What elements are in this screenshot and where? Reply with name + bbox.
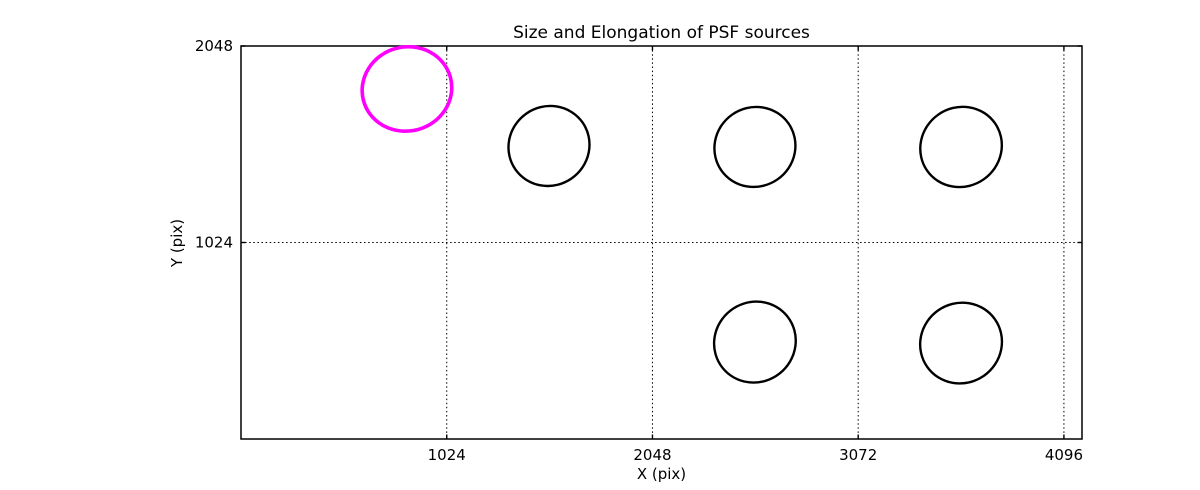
x-tick-label: 2048 <box>633 446 671 464</box>
y-axis-label: Y (pix) <box>168 218 186 268</box>
highlighted-psf-source-ellipse <box>360 44 454 134</box>
psf-source-ellipse <box>507 104 591 188</box>
x-axis-label: X (pix) <box>636 465 687 483</box>
psf-source-ellipse <box>713 105 797 189</box>
x-tick-label: 1024 <box>428 446 466 464</box>
psf-source-ellipse <box>918 301 1004 385</box>
psf-source-ellipse <box>712 300 797 384</box>
x-tick-label: 3072 <box>839 446 877 464</box>
psf-source-ellipse <box>919 105 1004 189</box>
y-tick-label: 1024 <box>195 234 233 252</box>
y-tick-label: 2048 <box>195 37 233 55</box>
x-tick-label: 4096 <box>1045 446 1083 464</box>
chart-title: Size and Elongation of PSF sources <box>513 23 810 43</box>
